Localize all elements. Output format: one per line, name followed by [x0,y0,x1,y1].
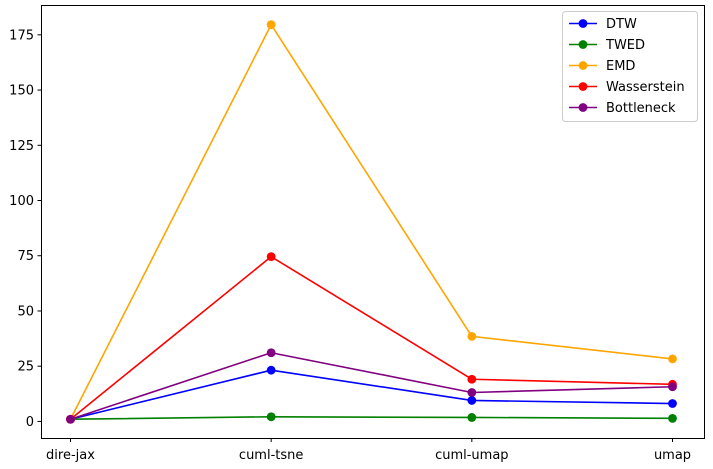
data-point-emd [467,331,477,341]
series-line-dtw [70,369,673,420]
y-tick-label: 50 [17,304,34,319]
legend-label-emd: EMD [606,59,635,74]
y-tick-label: 175 [9,28,34,43]
data-point-twed [266,412,276,422]
y-tick-label: 25 [17,360,34,375]
data-point-twed [467,413,477,422]
x-tick-label: cuml-tsne [239,448,303,463]
y-tick-label: 0 [26,415,34,430]
series-line-bottleneck [70,351,673,420]
data-point-emd [266,20,276,30]
legend-marker-emd [578,61,588,70]
y-tick-label: 150 [9,84,34,99]
data-point-dtw [668,399,677,408]
legend: DTW TWED EMD Wasserstein Bottleneck [562,11,698,122]
data-point-bottleneck [266,348,276,358]
legend-label-twed: TWED [605,38,645,53]
x-tick-label: umap [654,448,691,463]
legend-label-dtw: DTW [606,17,637,32]
data-point-bottleneck [668,382,677,392]
series-line-emd [69,23,673,420]
legend-marker-twed [578,40,588,49]
data-point-dtw [467,396,477,405]
plot-frame [41,5,705,439]
y-tick-label: 100 [9,194,34,209]
legend-label-wasserstein: Wasserstein [606,80,685,95]
data-point-bottleneck [66,414,75,424]
series-line-twed [70,415,673,421]
data-point-dtw [266,365,276,375]
data-point-wasserstein [467,374,477,384]
series-points [66,20,677,424]
x-tick-label: cuml-umap [435,448,508,463]
legend-marker-wasserstein [578,82,588,91]
legend-marker-bottleneck [578,103,588,112]
legend-label-bottleneck: Bottleneck [606,101,676,116]
data-point-emd [668,354,677,364]
y-tick-label: 75 [17,249,34,264]
axis-ticks: 0 25 50 75 100 125 150 175 dire-jax cuml-tsne cuml… [9,28,691,463]
x-tick-label: dire-jax [46,448,95,463]
data-point-twed [668,413,677,423]
legend-box [562,11,698,122]
y-tick-label: 125 [9,139,34,154]
series-line-wasserstein [69,255,673,420]
series-lines [69,23,673,421]
legend-marker-dtw [578,19,588,28]
data-point-wasserstein [266,252,276,262]
data-point-bottleneck [467,388,477,397]
